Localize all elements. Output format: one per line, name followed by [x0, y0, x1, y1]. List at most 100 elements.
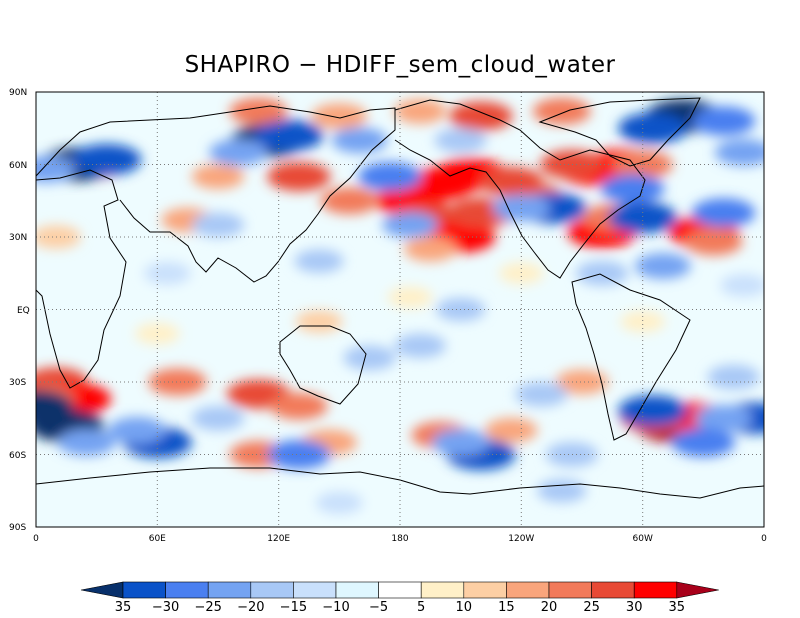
field-cell [143, 262, 191, 285]
field-cell [331, 127, 388, 154]
field-cell [515, 381, 568, 407]
field-cell [343, 345, 396, 371]
field-cell [315, 491, 363, 515]
colorbar-swatch [420, 581, 465, 599]
field-cell [267, 440, 331, 469]
colorbar: 35 −30 −25 −20 −15 −10 −5 5 10 15 20 25 30 35 [80, 581, 719, 615]
lat-tick-60n: 60N [9, 161, 27, 171]
colorbar-swatch [335, 581, 379, 599]
colorbar-swatch [80, 581, 124, 599]
colorbar-swatch [591, 581, 635, 599]
colorbar-swatch [548, 581, 592, 599]
colorbar-label: −10 [322, 600, 349, 615]
colorbar-swatch [506, 581, 550, 599]
colorbar-label: −20 [237, 600, 264, 615]
field-cell [449, 101, 513, 131]
colorbar-swatch [122, 581, 166, 599]
colorbar-swatch [250, 581, 294, 599]
field-cell [387, 286, 433, 309]
field-cell [358, 162, 422, 192]
field-cell [691, 198, 756, 228]
lat-axis: 90N 60N 30N EQ 30S 60S 90S [9, 88, 30, 533]
field-cell [620, 310, 666, 333]
field-cell [600, 174, 665, 204]
coast-eurasia [36, 105, 396, 283]
colorbar-label: 35 [115, 600, 132, 615]
field-cell [148, 368, 207, 396]
coast-africa [36, 169, 127, 389]
field-cell [618, 395, 688, 427]
field-cell [191, 405, 245, 431]
field-cell [575, 260, 629, 286]
field-cell [254, 119, 324, 152]
field-cell [36, 225, 81, 249]
lon-tick-60e: 60E [149, 534, 166, 544]
coastlines [36, 97, 764, 499]
coast-antarctica [36, 467, 764, 499]
coast-australia [279, 325, 367, 405]
field-cell [191, 212, 245, 238]
lat-tick-90n: 90N [9, 88, 27, 98]
colorbar-label: 25 [583, 600, 600, 615]
field-cell [555, 369, 609, 395]
lat-tick-30s: 30S [9, 378, 26, 388]
field-cell [267, 162, 331, 192]
colorbar-swatch [378, 581, 422, 599]
colorbar-swatch [463, 581, 507, 599]
field-cell [36, 155, 76, 183]
colorbar-label: 15 [498, 600, 515, 615]
lat-tick-30n: 30N [9, 233, 27, 243]
field-cell [295, 310, 343, 333]
field-cell [229, 97, 288, 125]
lon-axis: 0 60E 120E 180 120W 60W 0 [33, 534, 767, 544]
lat-tick-90s: 90S [9, 523, 26, 533]
field-cell [537, 479, 587, 503]
colorbar-swatch [207, 581, 252, 599]
colorbar-label: −25 [194, 600, 221, 615]
coast-greenland [538, 97, 701, 167]
colorbar-label: 30 [626, 600, 643, 615]
coast-south-america [571, 273, 691, 441]
field-cell [72, 144, 142, 176]
colorbar-label: 10 [456, 600, 473, 615]
field-cell [108, 416, 167, 444]
field-cell [134, 322, 180, 345]
lon-tick-180: 180 [391, 534, 408, 544]
field-cell [269, 392, 328, 420]
map-title: SHAPIRO − HDIFF_sem_cloud_water [184, 52, 616, 78]
field-cell [608, 202, 678, 234]
field-cell [382, 211, 439, 238]
field-cell [671, 427, 736, 457]
coast-north-america [394, 99, 646, 279]
field-cell [393, 99, 447, 124]
field-cell [720, 274, 764, 297]
colorbar-label: −15 [280, 600, 307, 615]
lon-tick-0-end: 0 [761, 534, 767, 544]
plot-frame [35, 91, 765, 528]
colorbar-swatch [293, 581, 337, 599]
field-cell [320, 187, 379, 215]
colorbar-swatch [676, 581, 719, 599]
field-cell [707, 364, 760, 390]
field-cell [294, 249, 344, 273]
field-cell [404, 236, 457, 262]
colorbar-label: 20 [541, 600, 558, 615]
field-cell [311, 103, 368, 130]
field-cell [431, 429, 490, 456]
grid-lines [36, 92, 764, 527]
field-cell [498, 262, 544, 285]
lon-tick-120w: 120W [508, 534, 534, 544]
colorbar-label: −5 [369, 600, 388, 615]
field-cell [532, 97, 591, 125]
field-cell [714, 139, 764, 166]
field-cell [484, 418, 538, 443]
field-cell [634, 253, 691, 279]
field-cell [618, 112, 688, 144]
field-cell [394, 333, 446, 358]
field-cell [434, 128, 487, 153]
field-cell [694, 404, 753, 432]
plot-area [35, 91, 765, 528]
lon-tick-120e: 120E [267, 534, 290, 544]
colorbar-swatch [165, 581, 209, 599]
